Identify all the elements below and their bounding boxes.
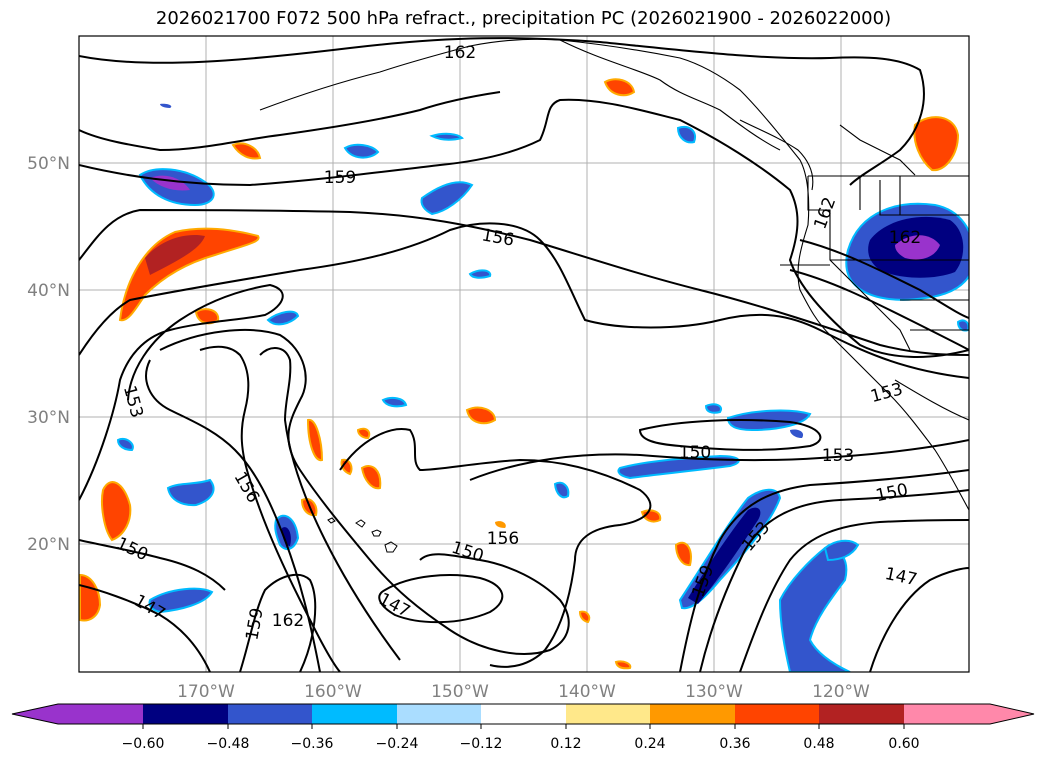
colorbar-tick-label: 0.24	[634, 736, 665, 752]
contour-label: 162	[272, 611, 304, 631]
colorbar-segment	[566, 704, 650, 724]
lat-tick-label: 20°N	[27, 535, 70, 555]
contour-label: 153	[822, 446, 854, 466]
colorbar-tick-label: −0.48	[207, 736, 250, 752]
colorbar-tick-label: −0.12	[460, 736, 503, 752]
map-title: 2026021700 F072 500 hPa refract., precip…	[155, 8, 892, 29]
colorbar-segment	[650, 704, 735, 724]
coastlines	[259, 38, 969, 511]
colorbar-segment	[143, 704, 228, 724]
lon-tick-label: 120°W	[812, 682, 870, 702]
lon-tick-label: 150°W	[431, 682, 489, 702]
contour-label: 150	[679, 443, 711, 463]
lat-tick-label: 40°N	[27, 281, 70, 301]
longitude-labels: 170°W 160°W 150°W 140°W 130°W 120°W	[177, 682, 870, 702]
lon-tick-label: 140°W	[558, 682, 616, 702]
latitude-labels: 50°N 40°N 30°N 20°N	[27, 154, 70, 555]
colorbar-tick-label: 0.48	[803, 736, 834, 752]
contour-label: 162	[889, 228, 921, 248]
colorbar-high-extend	[990, 704, 1034, 724]
colorbar-outline	[11, 703, 1035, 725]
graticule	[79, 36, 969, 672]
colorbar-low-extend	[12, 704, 58, 724]
lat-tick-label: 30°N	[27, 408, 70, 428]
colorbar-tick-label: 0.60	[888, 736, 919, 752]
colorbar-segment	[312, 704, 397, 724]
contour-lines	[79, 37, 969, 672]
colorbar-tick-label: 0.36	[719, 736, 750, 752]
colorbar-segment	[481, 704, 566, 724]
contour-label: 156	[487, 529, 519, 549]
colorbar: −0.60 −0.48 −0.36 −0.24 −0.12 0.12 0.24 …	[11, 703, 1035, 752]
lon-tick-label: 170°W	[177, 682, 235, 702]
colorbar-segment	[904, 704, 990, 724]
contour-label: 162	[444, 43, 476, 63]
precip-anomaly-fills	[79, 78, 969, 672]
colorbar-tick-label: −0.60	[122, 736, 165, 752]
colorbar-tick-label: −0.36	[291, 736, 334, 752]
colorbar-segment	[819, 704, 904, 724]
colorbar-segment	[58, 704, 143, 724]
colorbar-tick-label: −0.24	[376, 736, 419, 752]
lat-tick-label: 50°N	[27, 154, 70, 174]
colorbar-segment	[228, 704, 312, 724]
colorbar-segment	[397, 704, 481, 724]
colorbar-segment	[735, 704, 819, 724]
hawaii-islands	[327, 517, 398, 553]
colorbar-tick-label: 0.12	[550, 736, 581, 752]
map-frame	[78, 35, 970, 673]
lon-tick-label: 130°W	[685, 682, 743, 702]
lon-tick-label: 160°W	[304, 682, 362, 702]
contour-label: 159	[324, 168, 356, 188]
